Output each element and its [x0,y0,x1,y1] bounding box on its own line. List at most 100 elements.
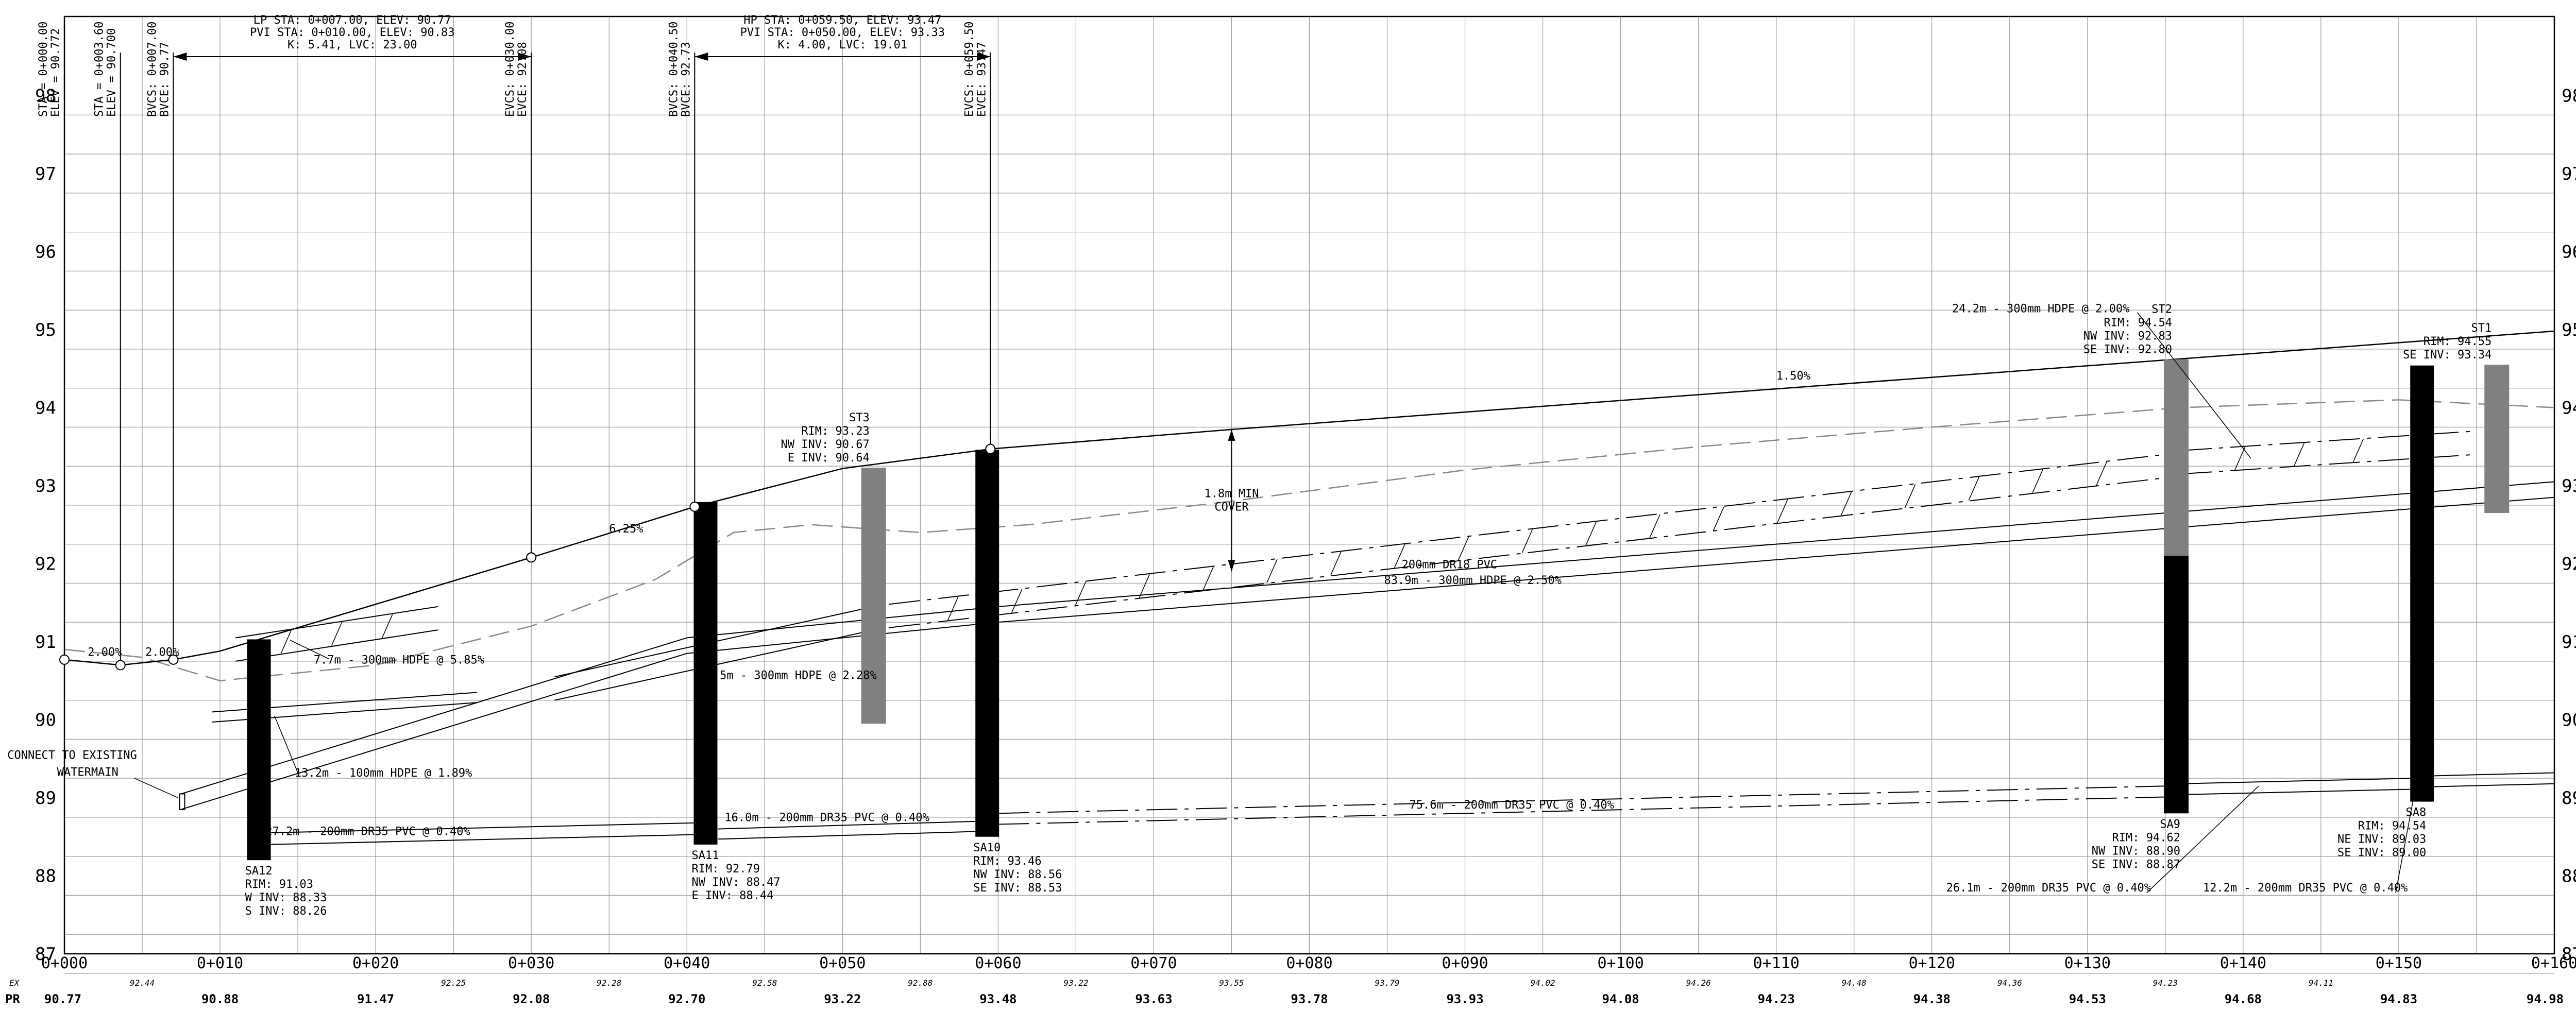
vc-arrow-left [173,53,187,61]
pipe-hatch [2032,469,2043,493]
station-callout: BVCS: 0+040.50 [667,22,680,117]
pipe-hatch [280,629,292,654]
vc-arrow-right [977,53,991,61]
vc-note: LP STA: 0+007.00, ELEV: 90.77 [253,14,451,27]
ex-elevation: 94.23 [2153,978,2178,988]
pipe-hatch [947,596,959,621]
grade-label: 1.50% [1776,370,1810,383]
x-tick-label: 0+070 [1130,954,1177,972]
pr-elevation: 91.47 [357,992,394,1006]
pipe-hatch [1649,514,1660,538]
grade-label: 2.00% [88,646,122,659]
pipe-label: 16.0m - 200mm DR35 PVC @ 0.40% [724,811,929,824]
y-tick-label-left: 94 [35,398,56,419]
x-tick-label: 0+010 [197,954,243,972]
y-tick-label-left: 87 [35,944,56,965]
sanitary-pipe [718,831,983,840]
station-callout: BVCS: 0+007.00 [146,22,159,117]
y-tick-label-left: 96 [35,242,56,263]
structure-label-sa10: NW INV: 88.56 [973,868,1062,881]
x-tick-label: 0+020 [352,954,399,972]
y-tick-label-right: 89 [2562,788,2576,809]
structure-label-sa12: SA12 [245,865,273,878]
y-tick-label-left: 95 [35,320,56,340]
x-tick-label: 0+080 [1286,954,1332,972]
storm-pipe [889,454,2165,605]
structure-label-st2: ST2 [2151,303,2172,316]
sanitary-pipe [2430,783,2555,787]
structure-label-sa9: RIM: 94.62 [2112,831,2180,844]
station-marker [59,654,70,665]
pipe-hatch [1777,499,1788,523]
pipe-hatch [1011,589,1023,613]
sanitary-pipe [718,820,983,830]
pipe-hatch [1139,574,1150,598]
pr-elevation: 92.70 [668,992,705,1006]
pr-elevation: 93.93 [1446,992,1483,1006]
pipe-hatch [1458,537,1469,561]
station-marker [115,660,126,671]
pr-elevation: 93.78 [1291,992,1328,1006]
pipe-hatch [2234,446,2246,471]
y-tick-label-left: 89 [35,788,56,809]
x-tick-label: 0+130 [2064,954,2111,972]
pr-elevation: 94.08 [1602,992,1639,1006]
pipe-hatch [1394,544,1405,568]
y-tick-label-right: 88 [2562,866,2576,887]
pipe-hatch [1904,484,1916,508]
x-tick-label: 0+040 [664,954,710,972]
structure-st1 [2484,365,2510,513]
watermain-pipe [998,481,2555,607]
ex-elevation: 92.28 [597,978,621,988]
y-tick-label-right: 91 [2562,632,2576,653]
pr-elevation: 94.23 [1758,992,1795,1006]
y-tick-label-right: 93 [2562,476,2576,496]
structure-label-st1: RIM: 94.55 [2424,335,2492,348]
station-callout: BVCE: 90.77 [158,42,171,117]
existing-ground-line [64,399,2555,682]
y-tick-label-right: 90 [2562,710,2576,731]
cover-arrow-top [1228,429,1235,441]
pr-elevation: 94.38 [1913,992,1951,1006]
structure-label-sa8: SA8 [2405,807,2426,819]
x-tick-label: 0+030 [508,954,554,972]
pipe-label: 200mm DR18 PVC [1402,559,1497,572]
elevation-rows: EX PR 92.44 92.25 92.28 92.58 92.88 93.22 93.55 9… [5,978,2564,1006]
label-leader [2395,794,2415,893]
pipe-hatch [1521,529,1533,553]
ex-elevation: 92.58 [752,978,777,988]
label-leader [134,778,178,798]
structure-st2-lower [2163,556,2189,814]
structure-label-sa8: SE INV: 89.00 [2337,847,2426,860]
sanitary-pipe [266,822,703,834]
ex-elevation: 94.26 [1686,978,1711,988]
station-callout: STA = 0+000.00 [37,22,50,117]
structure-sa10 [975,450,999,837]
y-tick-label-left: 97 [35,164,56,184]
ex-elevation: 93.22 [1063,978,1088,988]
structure-label-sa9: NW INV: 88.90 [2092,845,2180,857]
structure-label-sa9: SE INV: 88.87 [2092,858,2180,871]
y-tick-label-left: 90 [35,710,56,731]
watermain-pipe [687,622,998,654]
ex-elevation: 93.79 [1375,978,1399,988]
structure-label-st2: NW INV: 92.83 [2083,330,2172,343]
pipe-network [179,430,2555,845]
structure-label-st3: RIM: 93.23 [801,425,869,438]
station-callout: EVCS: 0+030.00 [504,22,517,117]
structure-label-st1: ST1 [2471,322,2492,335]
x-tick-label: 0+110 [1753,954,1800,972]
pipe-label: 75.6m - 200mm DR35 PVC @ 0.40% [1410,799,1614,812]
structure-label-sa12: W INV: 88.33 [245,891,327,904]
pr-elevation: 90.88 [201,992,239,1006]
y-tick-label-left: 91 [35,632,56,653]
ex-elevation: 93.55 [1219,978,1244,988]
structure-sa12 [247,639,271,861]
station-marker [689,501,700,512]
x-tick-label: 0+000 [41,954,88,972]
pipe-hatch [382,614,393,638]
structure-label-st3: E INV: 90.64 [788,452,870,465]
structure-sa11 [693,502,718,845]
pr-elevation: 93.22 [824,992,861,1006]
